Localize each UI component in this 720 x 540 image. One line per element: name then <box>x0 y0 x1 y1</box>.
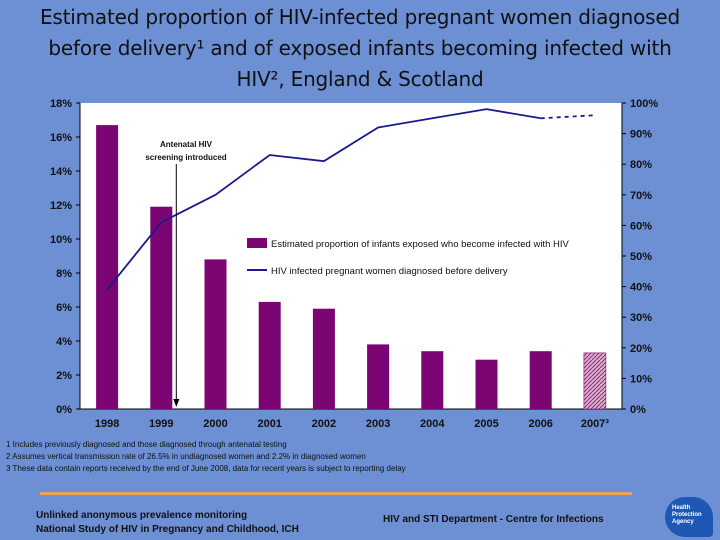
bar <box>204 259 227 409</box>
right-tick-label: 60% <box>630 220 652 232</box>
left-tick-label: 4% <box>56 336 72 348</box>
footnote-1: 1 Includes previously diagnosed and thos… <box>6 440 287 449</box>
footnote-3: 3 These data contain reports received by… <box>6 464 406 473</box>
category-label: 1998 <box>95 418 119 430</box>
category-label: 2000 <box>203 418 227 430</box>
line-series <box>106 108 541 291</box>
annotation-text-2: screening introduced <box>145 153 226 162</box>
line-series-estimate <box>540 114 595 120</box>
right-tick-label: 50% <box>630 251 652 263</box>
category-label: 2007³ <box>581 418 609 430</box>
footer-source: Unlinked anonymous prevalence monitoring… <box>36 509 299 537</box>
right-tick-label: 70% <box>630 190 652 202</box>
title-line-3: HIV², England & Scotland <box>236 67 484 91</box>
bar <box>150 206 173 409</box>
right-tick-label: 0% <box>630 404 646 416</box>
legend-line-label: HIV infected pregnant women diagnosed be… <box>271 266 508 277</box>
right-tick-label: 20% <box>630 343 652 355</box>
left-tick-label: 6% <box>56 302 72 314</box>
annotation-text-1: Antenatal HIV <box>160 140 213 149</box>
title-line-1: Estimated proportion of HIV-infected pre… <box>39 5 681 29</box>
chart-title: Estimated proportion of HIV-infected pre… <box>20 2 700 95</box>
bar <box>475 359 498 409</box>
bar <box>312 308 335 409</box>
footnotes: 1 Includes previously diagnosed and thos… <box>6 439 646 475</box>
category-label: 2001 <box>257 418 281 430</box>
right-tick-label: 10% <box>630 373 652 385</box>
left-tick-label: 18% <box>50 98 72 110</box>
right-tick-label: 30% <box>630 312 652 324</box>
footer-source-line-2: National Study of HIV in Pregnancy and C… <box>36 524 299 535</box>
left-tick-label: 16% <box>50 132 72 144</box>
right-tick-label: 90% <box>630 129 652 141</box>
category-label: 2004 <box>420 418 445 430</box>
category-label: 1999 <box>149 418 173 430</box>
bar <box>529 351 552 409</box>
footnote-2: 2 Assumes vertical transmission rate of … <box>6 452 366 461</box>
hpa-logo: Health Protection Agency <box>665 497 713 537</box>
title-line-2: before delivery¹ and of exposed infants … <box>48 36 672 60</box>
combo-chart: 0% 2% 4% 6% 8% 10% 12% 14% 16% 18% 0% 10% 20% 30% 40% 5… <box>50 98 658 430</box>
left-tick-label: 8% <box>56 268 72 280</box>
legend-bar-label: Estimated proportion of infants exposed … <box>271 239 569 250</box>
left-tick-label: 12% <box>50 200 72 212</box>
left-tick-label: 14% <box>50 166 72 178</box>
right-tick-label: 100% <box>630 98 658 110</box>
category-label: 2002 <box>312 418 336 430</box>
category-label: 2005 <box>474 418 498 430</box>
right-tick-label: 40% <box>630 282 652 294</box>
left-tick-label: 0% <box>56 404 72 416</box>
bar <box>421 351 444 409</box>
right-tick-label: 80% <box>630 159 652 171</box>
legend-bar-swatch <box>247 238 267 248</box>
bar <box>96 125 119 409</box>
category-label: 2003 <box>366 418 390 430</box>
footer-divider <box>40 492 632 495</box>
left-tick-label: 2% <box>56 370 72 382</box>
logo-line-3: Agency <box>672 519 694 525</box>
bar <box>367 344 390 409</box>
bar <box>258 301 281 409</box>
annotation-arrowhead <box>173 399 180 407</box>
left-tick-label: 10% <box>50 234 72 246</box>
category-label: 2006 <box>528 418 552 430</box>
bar-estimate <box>583 352 607 410</box>
footer-department: HIV and STI Department - Centre for Infe… <box>383 514 604 525</box>
logo-line-1: Health <box>672 505 691 511</box>
logo-line-2: Protection <box>672 512 702 518</box>
footer-source-line-1: Unlinked anonymous prevalence monitoring <box>36 510 248 521</box>
